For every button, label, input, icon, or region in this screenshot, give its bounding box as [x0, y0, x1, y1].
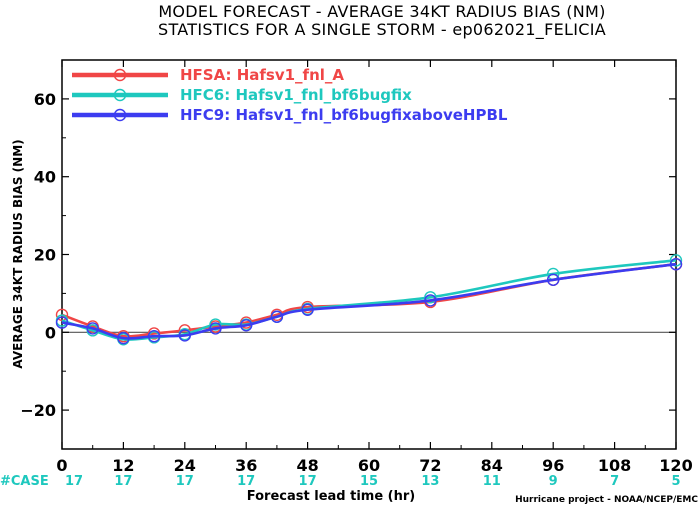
x-tick-label: 12: [112, 456, 134, 475]
y-tick-label: 20: [34, 246, 56, 265]
series-point-3: [55, 316, 69, 329]
case-count-value: 13: [421, 474, 439, 489]
y-axis-ticks: −20 0 20 40 60: [20, 59, 676, 450]
series-point-2: [669, 254, 683, 267]
case-count-value: 15: [360, 474, 378, 489]
case-count-value: 9: [549, 474, 558, 489]
series-point-3: [117, 331, 130, 345]
x-tick-label: 72: [419, 456, 441, 475]
y-tick-label: 0: [45, 323, 56, 342]
series-line-3: [61, 262, 677, 340]
x-tick-label: 120: [659, 456, 692, 475]
x-tick-label: 36: [235, 456, 257, 475]
case-count-value: 17: [299, 474, 317, 489]
case-count-value: 17: [176, 474, 194, 489]
series-point-3: [301, 303, 314, 316]
case-count-label: #CASE: [0, 474, 49, 489]
series-point-3: [270, 310, 284, 323]
series-point-1: [55, 308, 69, 321]
case-count-value: 7: [610, 474, 619, 489]
x-axis-ticks: 0 12 24 36 48 60 72 84 96 108 120: [56, 60, 693, 475]
series-point-2: [424, 291, 437, 304]
chart-title-line1: MODEL FORECAST - AVERAGE 34KT RADIUS BIA…: [158, 2, 605, 21]
y-axis-label: AVERAGE 34KT RADIUS BIAS (NM): [11, 139, 25, 368]
x-axis-label: Forecast lead time (hr): [247, 489, 415, 504]
x-tick-label: 96: [542, 456, 564, 475]
legend-marker-2: [113, 88, 127, 102]
x-tick-label: 60: [358, 456, 380, 475]
x-tick-label: 84: [481, 456, 503, 475]
y-tick-label: 60: [34, 90, 56, 109]
series-point-3: [209, 322, 222, 335]
series-point-3: [239, 319, 253, 332]
legend-label-3: HFC9: Hafsv1_fnl_bf6bugfixaboveHPBL: [180, 106, 508, 124]
series-point-3: [547, 273, 560, 286]
x-tick-label: 48: [296, 456, 318, 475]
case-count-value: 17: [65, 474, 83, 489]
chart-title-line2: STATISTICS FOR A SINGLE STORM - ep062021…: [158, 20, 606, 40]
series-point-3: [424, 294, 437, 307]
series-point-3: [147, 329, 161, 343]
x-tick-label: 24: [174, 456, 196, 475]
legend-marker-3: [113, 108, 127, 122]
case-counts: 17 17 17 17 17 15 13 11 9 7 5: [65, 474, 681, 489]
x-tick-label: 108: [598, 456, 631, 475]
series-point-3: [86, 322, 99, 335]
case-count-value: 11: [483, 474, 501, 489]
legend-label-1: HFSA: Hafsv1_fnl_A: [180, 66, 344, 84]
case-count-value: 17: [114, 474, 132, 489]
series-point-3: [669, 258, 683, 271]
legend-label-2: HFC6: Hafsv1_fnl_bf6bugfix: [180, 86, 412, 104]
series-point-3: [178, 329, 192, 342]
legend-marker-1: [113, 68, 127, 82]
y-tick-label: 40: [34, 168, 56, 187]
series-layer: [55, 254, 683, 346]
case-count-value: 5: [671, 474, 680, 489]
y-tick-label: −20: [20, 401, 56, 420]
legend: HFSA: Hafsv1_fnl_A HFC6: Hafsv1_fnl_bf6bu…: [72, 66, 508, 124]
case-count-value: 17: [237, 474, 255, 489]
credit-text: Hurricane project - NOAA/NCEP/EMC: [515, 495, 698, 505]
x-tick-label: 0: [56, 456, 67, 475]
series-point-2: [209, 318, 222, 331]
